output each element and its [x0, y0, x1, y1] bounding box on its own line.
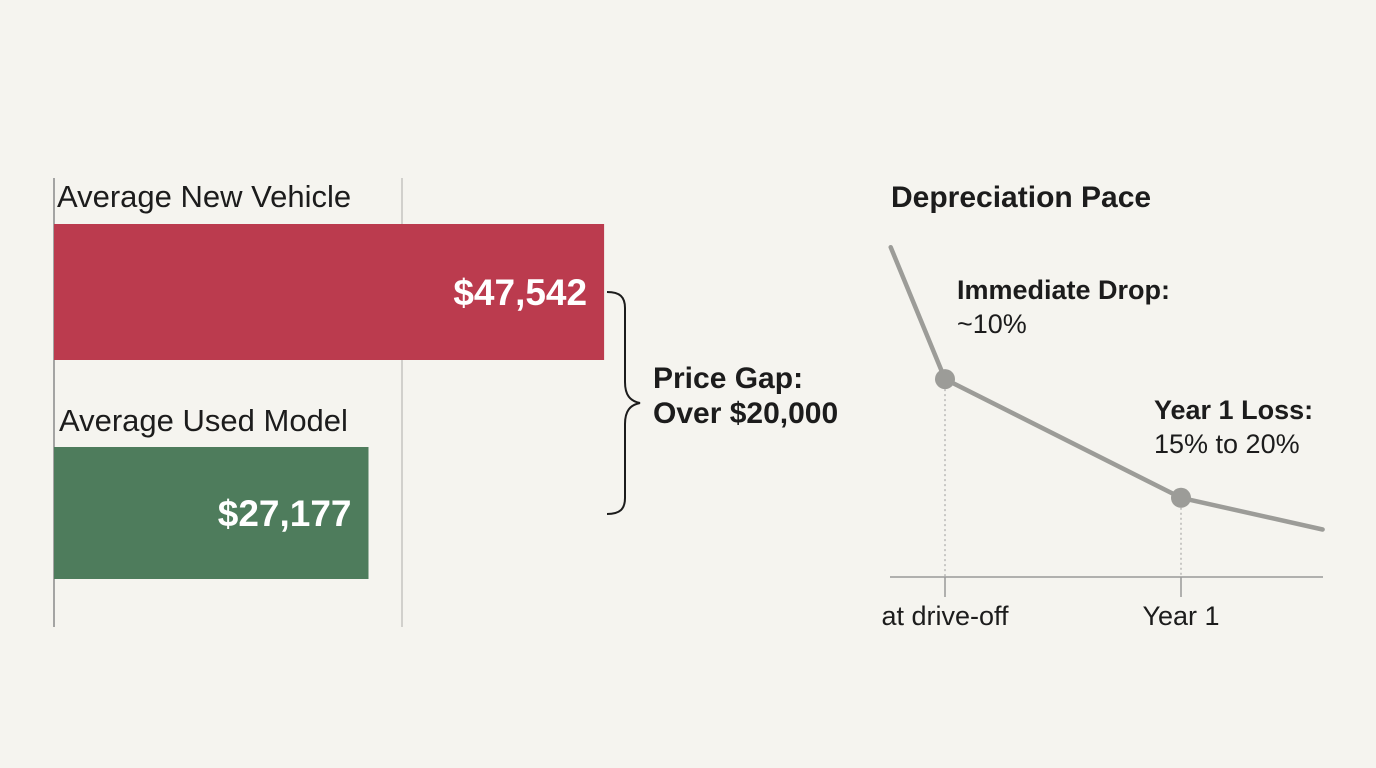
price-gap-label: Price Gap:: [653, 362, 803, 395]
line-chart: Depreciation Pace Immediate Drop: ~10% Y…: [881, 181, 1325, 631]
price-gap-brace: [606, 291, 641, 515]
annotation-year1-loss-value: 15% to 20%: [1154, 429, 1300, 459]
line-chart-title: Depreciation Pace: [891, 181, 1151, 214]
annotation-immediate-drop-label: Immediate Drop:: [957, 275, 1170, 305]
price-gap-value: Over $20,000: [653, 397, 838, 430]
annotation-immediate-drop-value: ~10%: [957, 309, 1027, 339]
bar-value-new: $47,542: [453, 272, 587, 313]
x-tick-label-year-1: Year 1: [1142, 601, 1219, 631]
annotation-year1-loss-label: Year 1 Loss:: [1154, 395, 1313, 425]
x-tick-label-drive-off: at drive-off: [881, 601, 1009, 631]
category-label-used: Average Used Model: [59, 403, 348, 438]
bar-used-model: [54, 447, 369, 579]
category-label-new: Average New Vehicle: [57, 179, 351, 214]
marker-drive-off: [935, 369, 955, 390]
bar-chart: Average New Vehicle $47,542 Average Used…: [53, 178, 838, 627]
marker-year-1: [1171, 487, 1191, 508]
bar-value-used: $27,177: [218, 493, 352, 534]
depreciation-line: [888, 244, 1325, 532]
bar-new-vehicle: [54, 224, 605, 360]
